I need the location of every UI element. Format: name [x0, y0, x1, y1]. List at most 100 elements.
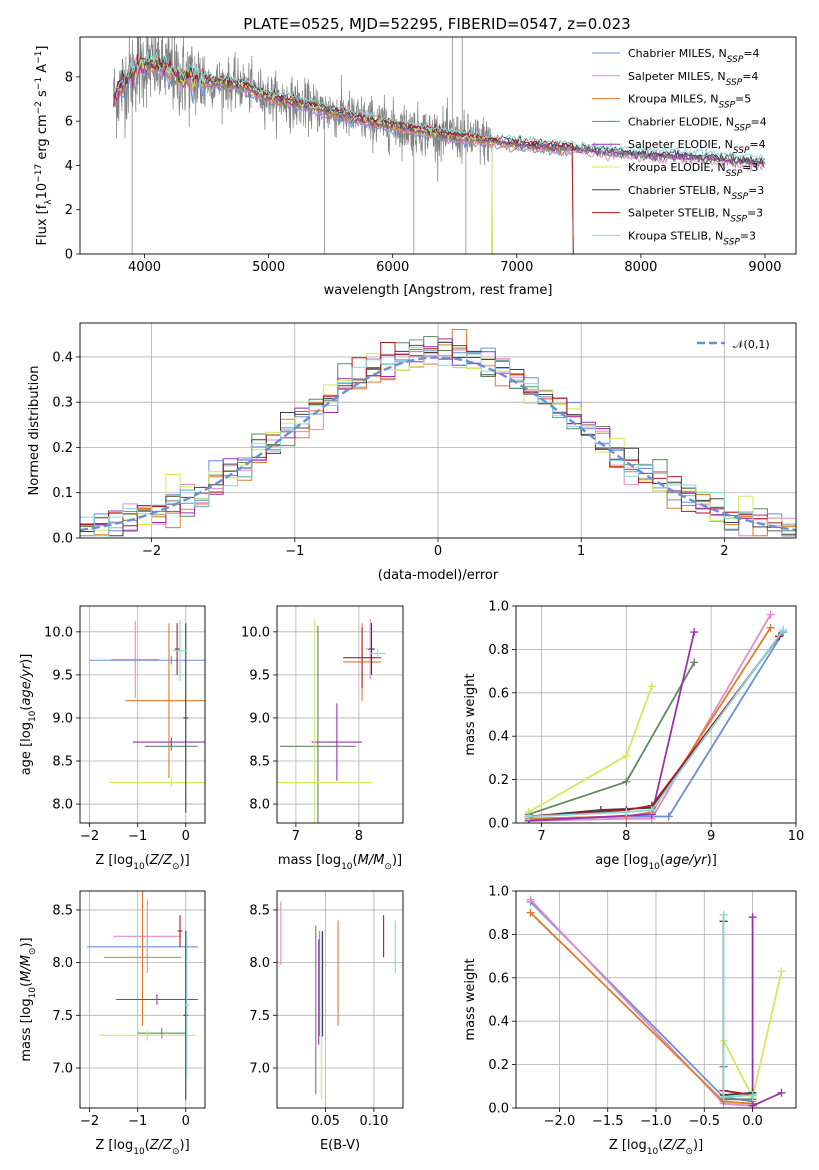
mass-weight-marker-salpeter-elodie: [690, 628, 699, 637]
legend-entry-kroupa-miles-part: SSP: [718, 101, 735, 111]
tick-label-x: 2: [720, 544, 728, 559]
y-axis-label-part: age [log: [19, 722, 34, 775]
tick-label-y: 1.0: [488, 885, 509, 900]
legend-entry-chabrier-miles-part: Chabrier MILES, N: [628, 47, 727, 60]
legend-entry-kroupa-miles-part: Kroupa MILES, N: [628, 93, 718, 106]
tick-label-x: 9000: [748, 260, 781, 275]
x-axis-label-part: Z [log: [609, 1138, 647, 1153]
age_vs_mass-plot-area: [277, 606, 403, 823]
legend-entry-salpeter-miles-part: SSP: [726, 78, 743, 88]
tick-label-x: 7000: [500, 260, 533, 275]
tick-label-y: 9.5: [52, 668, 73, 683]
mass-weight-marker-kroupa-stelib: [524, 812, 533, 821]
legend-entry-salpeter-stelib-part: Salpeter STELIB, N: [628, 207, 730, 220]
tick-label-y: 7.5: [52, 1009, 73, 1024]
legend-entry-kroupa-elodie-part: =3: [742, 161, 758, 174]
mass-weight-marker-chabrier-elodie: [622, 777, 631, 786]
mass-weight-marker-kroupa-stelib: [748, 1090, 757, 1099]
mass-weight-marker-salpeter-elodie: [748, 913, 757, 922]
mass-weight-line-kroupa-miles: [528, 627, 772, 820]
y-axis-label-part: −2: [34, 101, 44, 114]
tick-label-x: 7: [537, 829, 545, 844]
tick-label-y: 7.0: [249, 1061, 270, 1076]
mass-weight-marker-chabrier-miles: [664, 812, 673, 821]
x-axis-label: Z [log10(Z/Z⊙)]: [95, 853, 189, 872]
y-axis-label-part: age/yr: [19, 662, 34, 705]
legend-entry-chabrier-stelib-part: =3: [748, 184, 764, 197]
tick-label-x: −1.0: [640, 1114, 672, 1129]
panel-age_vs_Z: −2 −1 08.08.59.09.510.0Z [log10(Z/Z⊙)]age …: [19, 605, 206, 872]
panel-mass_weight_vs_Z: −2.0 −1.5 −1.0 −0.5 0.0 0.0 0.2 0.4 0.6 0.8 1.0 Z […: [463, 885, 797, 1157]
panel-residuals: −2 −1 0 1 2 0.0 0.1 0.2 0.3 0.4 𝒩(0,1) (data-model)…: [27, 322, 797, 583]
tick-label-y: 8.5: [249, 755, 270, 770]
residual-histogram-salpeter-stelib: [80, 342, 796, 537]
legend-entry-salpeter-elodie-part: Salpeter ELODIE, N: [628, 138, 733, 151]
tick-label-x: −2: [80, 1114, 99, 1129]
mass-weight-line-salpeter-miles: [529, 899, 753, 1107]
x-axis-label-part: ⊙: [172, 862, 180, 872]
x-axis-label: Z [log10(Z/Z⊙)]: [95, 1138, 189, 1157]
x-axis-label: E(B-V): [320, 1138, 360, 1153]
tick-label-y: 8.0: [249, 956, 270, 971]
legend-entry-salpeter-stelib: Salpeter STELIB, NSSP=3: [628, 207, 763, 225]
mass-weight-marker-salpeter-miles: [766, 610, 775, 619]
x-axis-label-part: )]: [707, 853, 717, 868]
tick-label-x: 0.10: [359, 1114, 388, 1129]
mass-weight-marker-kroupa-miles: [526, 908, 535, 917]
legend-entry-salpeter-stelib-part: SSP: [730, 215, 747, 225]
mass_vs_ebv-plot-area: [277, 891, 403, 1108]
tick-label-y: 0.1: [52, 486, 73, 501]
y-axis-label-part: ⊙: [28, 948, 38, 956]
x-axis-label-part: 10: [648, 862, 660, 872]
tick-label-x: 0: [182, 829, 190, 844]
mass-weight-line-salpeter-elodie: [528, 631, 696, 822]
residual-histogram-chabrier-stelib: [80, 341, 796, 537]
tick-label-y: 8.0: [249, 798, 270, 813]
mass-weight-marker-salpeter-elodie: [777, 1088, 786, 1097]
legend-entry-chabrier-miles-part: SSP: [727, 55, 744, 65]
tick-label-x: 7: [292, 829, 300, 844]
tick-label-x: 8: [355, 829, 363, 844]
x-axis-label: wavelength [Angstrom, rest frame]: [324, 283, 553, 298]
y-axis-label-part: A: [35, 64, 50, 77]
tick-label-y: 7.0: [52, 1061, 73, 1076]
y-axis-label: mass weight: [463, 958, 478, 1040]
legend-entry-chabrier-stelib: Chabrier STELIB, NSSP=3: [628, 184, 764, 202]
y-axis-label-part: (: [19, 706, 34, 711]
normal-distribution-curve: [80, 356, 796, 532]
legend-entry-kroupa-miles: Kroupa MILES, NSSP=5: [628, 93, 751, 111]
tick-label-x: −1.5: [592, 1114, 624, 1129]
tick-label-y: 0.2: [488, 1058, 509, 1073]
mass-weight-marker-kroupa-stelib: [719, 1093, 728, 1102]
tick-label-x: 10: [788, 829, 805, 844]
panel-spectrum: 4000 5000 6000 7000 8000 9000 0 2 4 6 8 Chabrier MI…: [34, 36, 797, 298]
mass_vs_Z-plot-area: [80, 891, 205, 1108]
tick-label-x: −1: [128, 1114, 147, 1129]
tick-label-y: 0.8: [488, 928, 509, 943]
tick-label-y: 8.0: [52, 956, 73, 971]
legend-entry-salpeter-elodie-part: =4: [749, 138, 765, 151]
model-spectrum-salpeter-stelib: [113, 54, 574, 254]
legend-entry-chabrier-miles: Chabrier MILES, NSSP=4: [628, 47, 760, 65]
x-axis-label-part: ⊙: [172, 1147, 180, 1157]
mass-weight-marker-kroupa-stelib: [622, 808, 631, 817]
tick-label-y: 0.4: [488, 730, 509, 745]
tick-label-x: 8: [622, 829, 630, 844]
x-axis-label-part: 10: [647, 1147, 659, 1157]
mass-weight-line-salpeter-stelib: [528, 635, 780, 818]
tick-label-x: −1: [128, 829, 147, 844]
x-axis-label-part: mass [log: [278, 853, 341, 868]
mass-weight-marker-salpeter-elodie: [748, 1101, 757, 1108]
tick-label-x: 0: [182, 1114, 190, 1129]
tick-label-y: 8.5: [249, 903, 270, 918]
x-axis-label-part: (: [145, 1138, 150, 1153]
spectrum-plot-area: [113, 37, 766, 254]
mass-weight-line-kroupa-miles: [529, 912, 753, 1105]
tick-label-x: 5000: [252, 260, 285, 275]
x-axis-label-part: )]: [693, 1138, 703, 1153]
y-axis-label-part: λ: [44, 199, 54, 205]
legend-entry-chabrier-stelib-part: SSP: [732, 192, 749, 202]
y-axis-label: age [log10(age/yr)]: [19, 654, 38, 776]
